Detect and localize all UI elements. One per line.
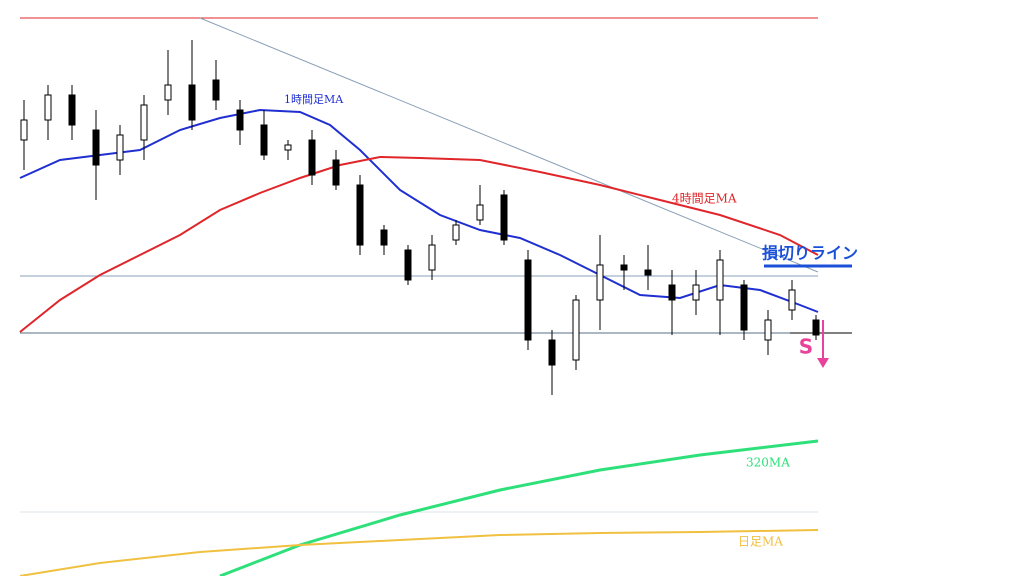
candle-body <box>620 264 628 271</box>
ma-label: 4時間足MA <box>672 192 737 206</box>
candle-body <box>668 284 676 301</box>
candle-body <box>788 289 796 311</box>
ma-line <box>19 108 819 313</box>
candle-body <box>404 249 412 281</box>
ma-label: 1時間足MA <box>284 93 344 106</box>
candle-body <box>284 144 292 151</box>
candle-body <box>524 259 532 341</box>
candle-body <box>68 94 76 126</box>
candle-body <box>452 224 460 241</box>
ma-line <box>219 439 819 576</box>
ma-label: 320MA <box>746 456 790 470</box>
stop-loss-label: 損切りライン <box>762 244 858 263</box>
signal-arrow-head <box>817 358 829 368</box>
candle-body <box>44 94 52 121</box>
candle-body <box>116 134 124 161</box>
ma-label: 日足MA <box>738 535 783 549</box>
candle-body <box>356 184 364 246</box>
candle-body <box>572 299 580 361</box>
candle-body <box>476 204 484 221</box>
candle-body <box>260 124 268 156</box>
candle-body <box>140 104 148 141</box>
candle-body <box>212 79 220 101</box>
candle-body <box>428 244 436 271</box>
candle-body <box>308 139 316 176</box>
ma-line <box>19 529 819 576</box>
candle-body <box>692 284 700 301</box>
candle-body <box>164 84 172 101</box>
candle-body <box>812 319 820 336</box>
candle-body <box>332 159 340 186</box>
candle-body <box>236 109 244 131</box>
candle-body <box>92 129 100 166</box>
trend-line <box>199 17 819 273</box>
candle-body <box>500 194 508 241</box>
candle-body <box>188 84 196 121</box>
ma-line <box>19 155 819 333</box>
candle-body <box>764 319 772 341</box>
candle-body <box>596 264 604 301</box>
candle-body <box>716 259 724 301</box>
candle-body <box>380 229 388 246</box>
candle-body <box>644 269 652 276</box>
candle-body <box>20 119 28 141</box>
candle-body <box>740 284 748 331</box>
signal-label: S <box>799 335 813 359</box>
candle-body <box>548 339 556 366</box>
